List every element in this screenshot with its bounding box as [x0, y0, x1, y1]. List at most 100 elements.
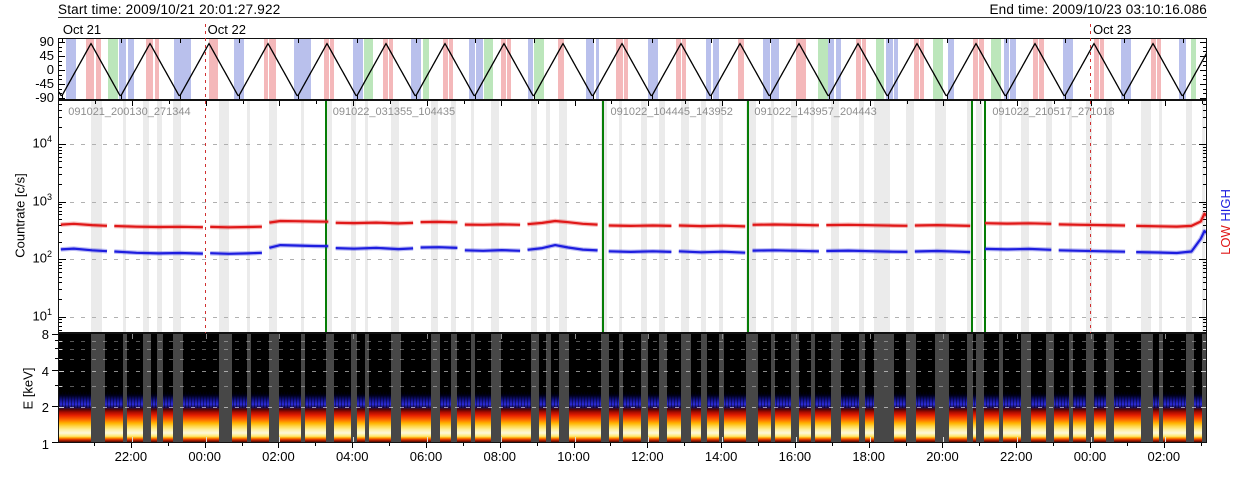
visibility-band: [1094, 39, 1099, 99]
countrate-trace-high: [1136, 228, 1206, 256]
y-tick: [1203, 224, 1206, 226]
spectrogram-panel: [58, 333, 1207, 443]
data-gap-band: [351, 334, 357, 442]
y-tick-label: 4: [41, 363, 49, 379]
visibility-band: [364, 39, 373, 99]
x-tick: [426, 443, 427, 448]
x-tick: [131, 437, 133, 442]
data-gap-band: [219, 334, 232, 442]
x-tick: [1005, 39, 1007, 43]
x-tick: [167, 443, 169, 446]
visibility-band: [991, 39, 1001, 99]
background-stripe: [247, 101, 251, 332]
x-tick: [1164, 334, 1166, 339]
x-tick: [795, 101, 797, 106]
date-label: Oct 23: [1093, 22, 1132, 37]
visibility-band: [383, 39, 388, 99]
y-tick: [59, 299, 62, 301]
energy-gridline: [59, 349, 1206, 351]
y-tick: [1203, 46, 1206, 48]
x-tick: [795, 334, 797, 339]
x-tick-label: 08:00: [483, 449, 517, 464]
visibility-band: [294, 39, 311, 99]
x-tick: [427, 437, 428, 442]
y-tick-label: 102: [32, 249, 52, 266]
y-tick: [1203, 174, 1206, 176]
y-tick: [1203, 167, 1206, 169]
y-tick: [59, 149, 62, 151]
background-stripe: [771, 101, 775, 332]
visibility-band: [706, 39, 711, 99]
date-label: Oct 22: [207, 22, 246, 37]
y-tick: [59, 329, 62, 331]
y-tick-label: 0: [46, 62, 54, 77]
y-tick: [59, 319, 62, 321]
background-stripe: [219, 101, 230, 332]
x-tick: [415, 39, 417, 43]
x-tick: [611, 101, 613, 104]
data-gap-band: [1106, 334, 1114, 442]
visibility-band: [128, 39, 134, 99]
x-tick: [242, 101, 244, 104]
x-tick: [795, 437, 797, 442]
x-tick: [353, 437, 355, 442]
visibility-band: [1039, 39, 1044, 99]
y-tick: [59, 109, 62, 111]
data-gap-band: [1086, 334, 1094, 442]
visibility-band: [1151, 39, 1156, 99]
x-tick: [278, 443, 280, 448]
x-tick: [1163, 443, 1165, 448]
y-tick: [1203, 268, 1206, 270]
file-label: 091022_031355_104435: [332, 106, 456, 118]
x-tick: [946, 39, 948, 43]
data-gap-band: [157, 334, 163, 442]
x-tick: [462, 443, 464, 446]
visibility-band: [828, 39, 834, 99]
background-stripe: [326, 101, 333, 332]
visibility-band: [86, 39, 94, 99]
background-stripe: [123, 101, 127, 332]
y-tick-label: 2: [41, 400, 49, 416]
data-gap-band: [746, 334, 758, 442]
x-tick: [684, 443, 686, 446]
header-rule: [58, 17, 1207, 18]
countrate-trace-high: [114, 250, 203, 255]
y-tick: [59, 322, 62, 324]
visibility-band: [484, 39, 493, 99]
background-stripe: [173, 101, 181, 332]
file-boundary-line: [746, 101, 749, 332]
x-tick: [61, 39, 63, 43]
x-tick: [205, 437, 207, 442]
y-tick: [1203, 271, 1206, 273]
visibility-band: [801, 39, 806, 99]
x-tick-label: 12:00: [631, 449, 664, 464]
y-tick: [59, 144, 66, 146]
file-label: 091022_210517_271018: [992, 106, 1115, 118]
y-tick: [55, 357, 58, 359]
background-stripe: [1159, 101, 1163, 332]
countrate-trace-high: [608, 250, 672, 253]
y-tick: [1203, 204, 1206, 206]
data-gap-band: [1202, 334, 1206, 442]
countrate-trace-high: [210, 251, 262, 255]
x-tick: [651, 95, 653, 99]
x-tick: [722, 437, 724, 442]
data-gap-band: [546, 334, 551, 442]
x-tick: [1017, 437, 1019, 442]
background-stripe: [431, 101, 439, 332]
y-tick: [59, 214, 62, 216]
x-tick: [1182, 95, 1184, 99]
visibility-band: [449, 39, 453, 99]
background-stripe: [601, 101, 608, 332]
countrate-trace-low: [752, 223, 819, 227]
x-tick: [1016, 443, 1018, 448]
data-gap-band: [301, 334, 305, 442]
file-boundary-line: [983, 101, 986, 332]
data-gap-band: [491, 334, 501, 442]
x-tick: [685, 101, 687, 104]
background-stripe: [1046, 101, 1053, 332]
midnight-line: [204, 24, 206, 333]
data-gap-band: [1069, 334, 1073, 442]
y-tick: [1203, 103, 1206, 105]
